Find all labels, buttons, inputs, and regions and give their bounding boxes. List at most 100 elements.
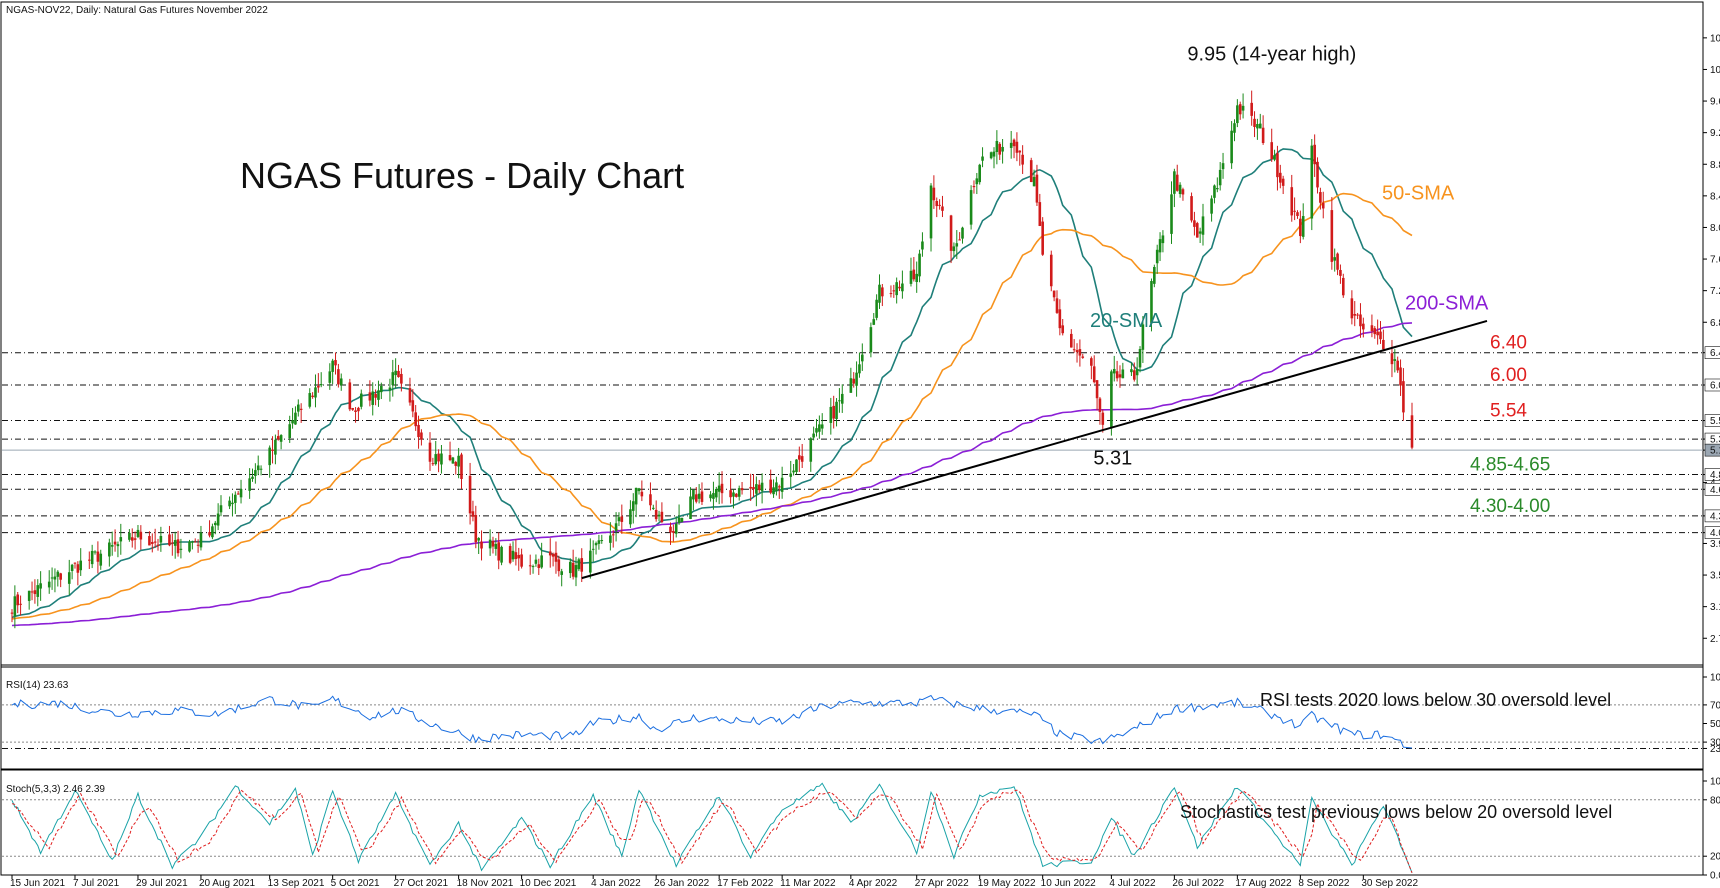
candle-body: [271, 449, 274, 451]
candle-body: [1095, 380, 1099, 399]
candle: [213, 520, 217, 535]
candle: [1273, 149, 1276, 162]
candle-body: [1341, 277, 1345, 296]
candle: [411, 389, 415, 418]
candle-body: [1158, 239, 1162, 253]
candle-body: [869, 327, 873, 353]
candle: [1198, 227, 1202, 243]
candle-body: [792, 470, 795, 473]
candle: [597, 534, 601, 550]
candle: [1081, 353, 1085, 359]
candle-body: [534, 559, 538, 564]
candle-body: [328, 371, 332, 383]
candle: [921, 232, 924, 257]
candle-body: [629, 509, 632, 525]
candle-body: [597, 540, 601, 544]
candle: [514, 539, 518, 566]
stoch-tick-label: 80.00: [1710, 795, 1720, 806]
candle-body: [989, 152, 993, 159]
candle-body: [912, 269, 916, 280]
candle-body: [1029, 160, 1033, 183]
candle: [1313, 134, 1316, 177]
candle: [468, 462, 472, 525]
candle: [1038, 193, 1042, 227]
candle-body: [955, 243, 959, 247]
candle-body: [749, 486, 752, 489]
candle-body: [921, 241, 924, 250]
candle: [488, 529, 492, 556]
candle-body: [47, 581, 51, 588]
candle: [319, 372, 323, 388]
candle-body: [1339, 269, 1342, 276]
candle-body: [308, 393, 312, 407]
candle-body: [428, 442, 432, 462]
candle: [508, 543, 512, 565]
candle: [276, 430, 280, 441]
candle-body: [1281, 178, 1285, 186]
candle: [296, 399, 300, 417]
candle-body: [1090, 358, 1093, 366]
candle: [1138, 346, 1142, 373]
candle-body: [1150, 281, 1153, 324]
candle-body: [949, 215, 953, 251]
candle-body: [394, 370, 397, 376]
candle: [909, 257, 913, 287]
candle-body: [88, 559, 91, 561]
candle-body: [128, 532, 131, 540]
candle: [191, 540, 194, 550]
candle-body: [881, 287, 884, 297]
candle-body: [1161, 235, 1165, 244]
candle-body: [1379, 331, 1382, 340]
candle-body: [451, 457, 455, 464]
candle-body: [752, 487, 755, 490]
candle: [577, 557, 581, 572]
y-tick-box: [1704, 482, 1720, 496]
candle-body: [417, 424, 420, 438]
candle-body: [248, 478, 251, 491]
candle: [1153, 264, 1156, 288]
level-label: 4.85-4.65: [1470, 455, 1550, 476]
candle: [67, 559, 71, 595]
candle: [348, 378, 352, 412]
candle-body: [1012, 139, 1016, 147]
candle-body: [735, 493, 738, 497]
candle: [737, 485, 741, 501]
candle: [669, 522, 672, 545]
candle-body: [697, 493, 701, 499]
candle-body: [256, 465, 260, 471]
candle: [568, 558, 572, 579]
candle: [1250, 90, 1253, 126]
candle-body: [1296, 212, 1299, 216]
candle-body: [858, 364, 861, 374]
candle: [611, 530, 615, 548]
candle: [1155, 244, 1159, 274]
candle: [1150, 278, 1153, 332]
candle: [1032, 169, 1036, 187]
candle: [551, 552, 555, 567]
candle-body: [36, 585, 40, 597]
candle: [878, 274, 881, 309]
candle-body: [958, 239, 961, 241]
candle-body: [408, 388, 412, 403]
candle-body: [1241, 105, 1245, 111]
candle-body: [540, 555, 543, 568]
rsi-line: [11, 694, 1413, 749]
candle: [614, 512, 618, 542]
candle-body: [800, 456, 804, 462]
candle-body: [1121, 369, 1125, 379]
candle-body: [909, 270, 913, 284]
candle: [39, 571, 42, 601]
candle: [517, 547, 521, 571]
candle-body: [216, 513, 220, 526]
candle: [196, 539, 200, 553]
candle-body: [448, 455, 452, 461]
candle-body: [580, 558, 584, 572]
candle-body: [1181, 189, 1185, 195]
candle-body: [19, 603, 22, 605]
candle: [208, 520, 211, 538]
candle: [548, 538, 552, 568]
candle-body: [299, 408, 303, 410]
candle-body: [440, 453, 443, 465]
rsi-tick-label: 30.00: [1710, 738, 1720, 749]
candle-body: [528, 565, 532, 567]
